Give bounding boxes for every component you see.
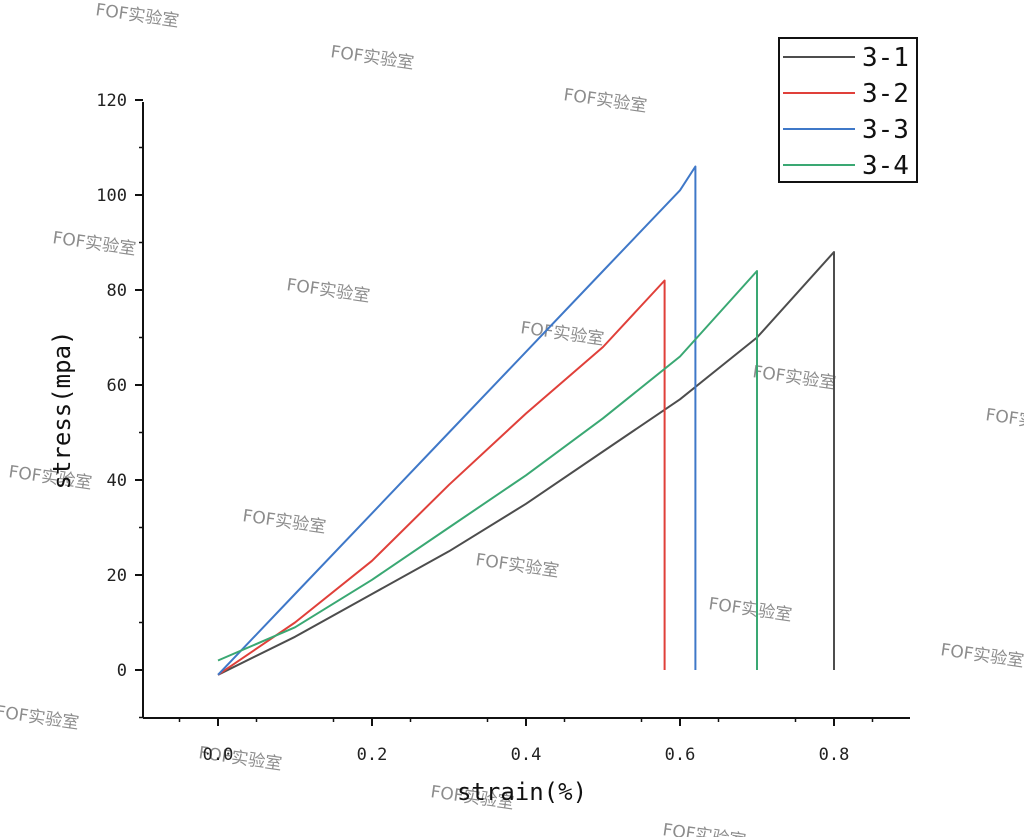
watermark-text: FOF实验室 (751, 362, 837, 393)
series-line-3-2 (217, 279, 666, 676)
x-ticks: 0.0 0.2 0.4 0.6 0.8 (178, 718, 874, 765)
watermark-text: FOF实验室 (707, 594, 793, 625)
series-line-3-1 (217, 251, 835, 676)
watermark-text: FOF实验室 (661, 820, 747, 837)
watermark-text: FOF实验室 (51, 228, 137, 259)
x-tick-label: 0.2 (357, 745, 388, 765)
watermark-text: FOF实验室 (0, 702, 80, 733)
x-axis-title: strain(%) (457, 778, 587, 806)
axes (142, 102, 910, 719)
legend-label-3-4: 3-4 (862, 151, 909, 181)
x-tick-label: 0.8 (819, 745, 850, 765)
x-tick-label: 0.4 (511, 745, 542, 765)
legend-label-3-2: 3-2 (862, 79, 909, 109)
series-layer (217, 165, 835, 676)
series-line-3-4 (217, 270, 758, 670)
watermark-text: FOF实验室 (939, 640, 1024, 671)
watermark-text: FOF实验室 (474, 550, 560, 581)
y-axis-title: stress(mpa) (48, 331, 76, 490)
y-tick-label: 20 (107, 566, 127, 586)
series-line-3-3 (217, 165, 697, 676)
watermark-text: FOF实验室 (329, 42, 415, 73)
watermark-text: FOF实验室 (94, 0, 180, 31)
watermark-text: FOF实验室 (285, 275, 371, 306)
watermark-text: FOF实验室 (984, 405, 1024, 436)
y-tick-label: 80 (107, 281, 127, 301)
y-tick-label: 40 (107, 471, 127, 491)
legend-box (778, 37, 918, 183)
watermark-text: FOF实验室 (241, 506, 327, 537)
watermark-text: FOF实验室 (562, 85, 648, 116)
legend-label-3-3: 3-3 (862, 115, 909, 145)
y-tick-label: 120 (96, 91, 127, 111)
y-ticks: 0 20 40 60 80 100 120 (96, 91, 143, 719)
y-tick-label: 100 (96, 186, 127, 206)
x-tick-label: 0.0 (203, 745, 234, 765)
y-tick-label: 60 (107, 376, 127, 396)
legend-label-3-1: 3-1 (862, 43, 909, 73)
x-tick-label: 0.6 (665, 745, 696, 765)
legend: 3-1 3-2 3-3 3-4 (778, 37, 918, 183)
y-tick-label: 0 (117, 661, 127, 681)
